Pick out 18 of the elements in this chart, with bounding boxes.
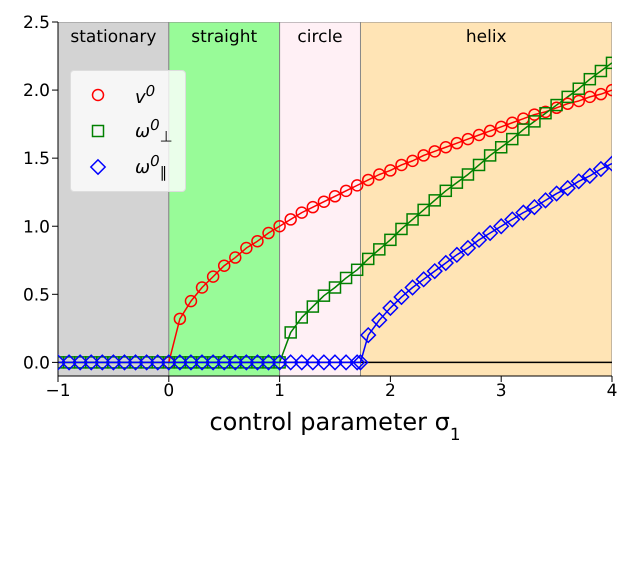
y-tick-label: 1.0 <box>22 217 50 238</box>
y-tick-label: 1.5 <box>22 149 50 170</box>
band-label: straight <box>191 27 258 48</box>
x-tick-label: 2 <box>384 381 396 402</box>
y-tick-label: 2.0 <box>22 81 50 102</box>
x-tick-label: 4 <box>606 381 618 402</box>
legend-label: v$^{0}$ <box>135 82 156 108</box>
x-tick-label: 0 <box>163 381 174 402</box>
x-tick-label: 1 <box>274 381 286 402</box>
y-tick-label: 0.0 <box>22 353 50 374</box>
band-label: helix <box>466 27 507 48</box>
x-tick-label: −1 <box>45 381 71 402</box>
y-tick-label: 0.5 <box>22 285 50 306</box>
x-tick-label: 3 <box>496 381 507 402</box>
y-tick-label: 2.5 <box>22 13 50 34</box>
x-axis-title: control parameter σ$_{1}$ <box>209 408 461 444</box>
band-label: circle <box>297 27 343 48</box>
band-label: stationary <box>70 27 156 48</box>
